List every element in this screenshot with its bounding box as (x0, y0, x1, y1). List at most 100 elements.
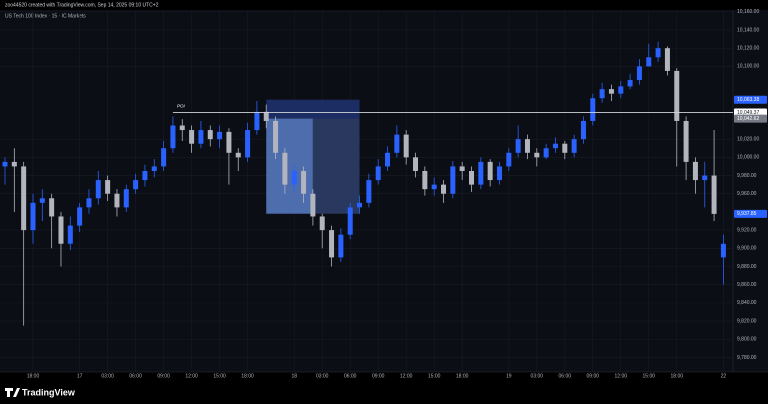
price-label-box (734, 95, 767, 104)
price-label: 10,042.62 (737, 116, 759, 122)
candle-body (2, 161, 8, 167)
x-tick-label: 12:00 (615, 373, 628, 379)
candle-body (692, 161, 698, 181)
candle-body (310, 193, 316, 217)
candle-body (506, 152, 512, 167)
y-tick-label: 10,000.00 (737, 155, 759, 161)
candle-body (711, 175, 717, 214)
x-tick-label: 22 (721, 373, 727, 379)
y-tick-label: 10,160.00 (737, 9, 759, 15)
candle-body (30, 202, 36, 231)
y-tick-label: 10,020.00 (737, 136, 759, 142)
x-tick-label: 09:00 (587, 373, 600, 379)
candle-body (552, 143, 558, 149)
position-target-zone (266, 99, 360, 119)
candle-body (217, 131, 223, 140)
candle-body (431, 184, 437, 190)
chart-title: US Tech 100 Index · 15 · IC Markets (5, 13, 86, 19)
candle-body (114, 193, 120, 208)
candle-body (469, 170, 474, 185)
candle-body (683, 120, 689, 162)
x-tick-label: 06:00 (129, 373, 142, 379)
position-stop-zone (312, 118, 360, 214)
candle-body (235, 152, 241, 158)
x-tick-label: 18:00 (456, 373, 469, 379)
candle-body (189, 130, 195, 144)
x-tick-label: 15:00 (428, 373, 441, 379)
candle-body (515, 139, 521, 153)
credit: zoo44520 created with TradingView.com, S… (5, 2, 159, 8)
candle-body (58, 216, 64, 244)
price-label-box (734, 209, 767, 218)
candle-body (179, 125, 185, 131)
candle-body (39, 198, 45, 203)
logo-icon (5, 388, 20, 397)
y-tick-label: 9,920.00 (737, 227, 757, 233)
candle-body (478, 161, 484, 185)
y-tick-label: 9,860.00 (737, 282, 757, 288)
price-label-box (734, 114, 767, 123)
brand: TradingView (22, 387, 76, 397)
candle-body (450, 166, 456, 194)
price-label: 10,049.37 (737, 110, 759, 116)
candle-body (441, 184, 447, 194)
y-tick-label: 9,960.00 (737, 191, 757, 197)
candle-body (11, 161, 17, 167)
candle-body (95, 180, 101, 199)
price-label-box (734, 108, 767, 117)
y-tick-label: 10,100.00 (737, 64, 759, 70)
candle-body (347, 207, 353, 235)
candle-body (636, 66, 642, 81)
candle-body (273, 120, 279, 153)
price-label: 9,937.85 (737, 211, 757, 217)
candle-body (627, 80, 633, 87)
x-tick-label: 15:00 (643, 373, 656, 379)
candle-body (366, 180, 372, 203)
x-tick-label: 06:00 (559, 373, 572, 379)
x-tick-label: 19 (506, 373, 512, 379)
candle-body (357, 202, 363, 208)
candle-body (133, 180, 139, 190)
candle-body (77, 207, 83, 226)
candle-body (543, 148, 549, 158)
y-tick-label: 9,980.00 (737, 173, 757, 179)
x-tick-label: 03:00 (316, 373, 329, 379)
candle-body (151, 166, 157, 171)
candle-body (487, 161, 493, 181)
x-tick-label: 06:00 (344, 373, 357, 379)
candle-body (394, 134, 400, 153)
candle-body (496, 166, 502, 181)
x-tick-label: 03:00 (101, 373, 114, 379)
x-tick-label: 17 (77, 373, 83, 379)
candle-body (655, 48, 661, 58)
candle-body (618, 86, 624, 94)
candle-body (422, 170, 428, 190)
y-tick-label: 9,800.00 (737, 337, 757, 343)
candle-body (664, 48, 670, 71)
candle-body (226, 131, 232, 153)
candle-body (291, 170, 297, 185)
logo: TradingView (5, 387, 76, 397)
candle-body (207, 130, 213, 140)
candle-body (123, 189, 129, 208)
price-axis (733, 10, 768, 372)
candle-body (524, 139, 530, 153)
candle-body (608, 89, 614, 94)
plot: 9,780.00 9,800.00 9,820.00 9,840.00 9,860.00… (0, 9, 767, 379)
y-tick-label: 9,880.00 (737, 264, 757, 270)
candle-body (571, 139, 577, 153)
candle-body (161, 148, 167, 167)
candle-body (599, 89, 605, 99)
candle-body (329, 230, 335, 258)
candle-body (720, 243, 726, 258)
candle-body (403, 134, 409, 158)
candle-body (534, 152, 540, 158)
x-tick-label: 03:00 (531, 373, 544, 379)
candle-body (375, 166, 381, 181)
candle-body (590, 98, 596, 121)
candle-body (646, 57, 652, 67)
candle-body (245, 130, 251, 158)
x-tick-label: 18:00 (241, 373, 254, 379)
x-tick-label: 18:00 (671, 373, 684, 379)
